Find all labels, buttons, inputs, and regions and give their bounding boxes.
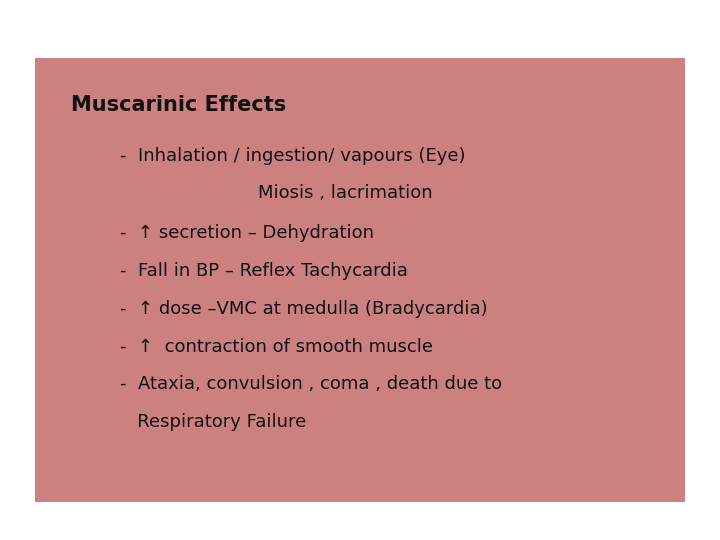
Text: -  ↑ dose –VMC at medulla (Bradycardia): - ↑ dose –VMC at medulla (Bradycardia) [120,300,487,318]
Text: -  Inhalation / ingestion/ vapours (Eye): - Inhalation / ingestion/ vapours (Eye) [120,147,465,165]
Text: Miosis , lacrimation: Miosis , lacrimation [120,185,432,202]
Text: -  ↑ secretion – Dehydration: - ↑ secretion – Dehydration [120,225,374,242]
Text: -  Ataxia, convulsion , coma , death due to: - Ataxia, convulsion , coma , death due … [120,375,502,393]
Text: Muscarinic Effects: Muscarinic Effects [71,94,286,114]
Text: -  ↑  contraction of smooth muscle: - ↑ contraction of smooth muscle [120,338,433,356]
FancyBboxPatch shape [35,58,685,502]
Text: -  Fall in BP – Reflex Tachycardia: - Fall in BP – Reflex Tachycardia [120,262,408,280]
Text: Respiratory Failure: Respiratory Failure [120,413,306,431]
